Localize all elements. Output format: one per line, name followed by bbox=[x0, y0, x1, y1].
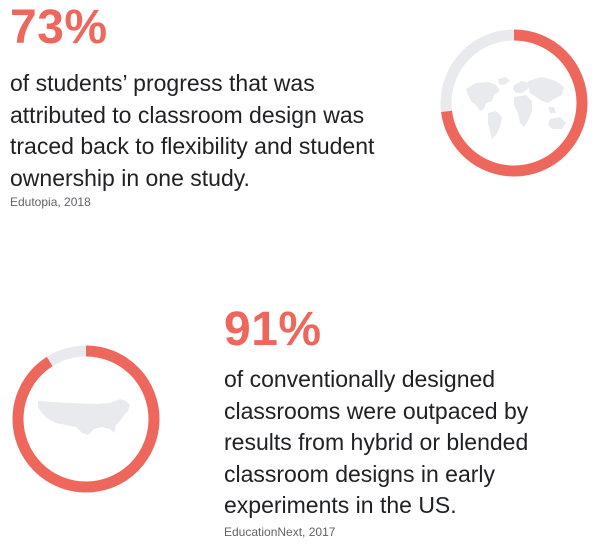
stat-block-2: 91% of conventionally designed classroom… bbox=[224, 306, 584, 540]
stat-1-source: Edutopia, 2018 bbox=[10, 195, 91, 209]
world-map-icon bbox=[466, 77, 566, 139]
stat-2-line-4: classroom designs in early bbox=[224, 460, 496, 487]
stat-1-progress-ring bbox=[440, 29, 588, 177]
stat-2-line-2: classrooms were outpaced by bbox=[224, 397, 529, 424]
stat-1-line-4: ownership in one study. bbox=[10, 164, 250, 191]
ring-progress-arc bbox=[12, 345, 160, 493]
stat-2-line-3: results from hybrid or blended bbox=[224, 429, 529, 455]
stat-1-description: of students’ progress that was attribute… bbox=[10, 68, 440, 194]
stat-2-percent: 91% bbox=[224, 303, 322, 356]
us-map-icon bbox=[38, 399, 130, 435]
ring-progress-arc bbox=[440, 29, 588, 177]
stat-2-line-1: of conventionally designed bbox=[224, 366, 496, 392]
stat-2-description: of conventionally designed classrooms we… bbox=[224, 364, 584, 522]
stat-2-line-5: experiments in the US. bbox=[224, 492, 457, 518]
stat-1-line-3: traced back to flexibility and student bbox=[10, 133, 375, 159]
stat-1-percent: 73% bbox=[10, 1, 108, 54]
stat-1-line-1: of students’ progress that was bbox=[10, 70, 315, 96]
stat-2-source: EducationNext, 2017 bbox=[224, 524, 336, 539]
stat-block-1: 73% of students’ progress that was attri… bbox=[10, 4, 440, 210]
stat-1-line-2: attributed to classroom design was bbox=[10, 101, 365, 128]
stat-2-progress-ring bbox=[12, 345, 160, 493]
